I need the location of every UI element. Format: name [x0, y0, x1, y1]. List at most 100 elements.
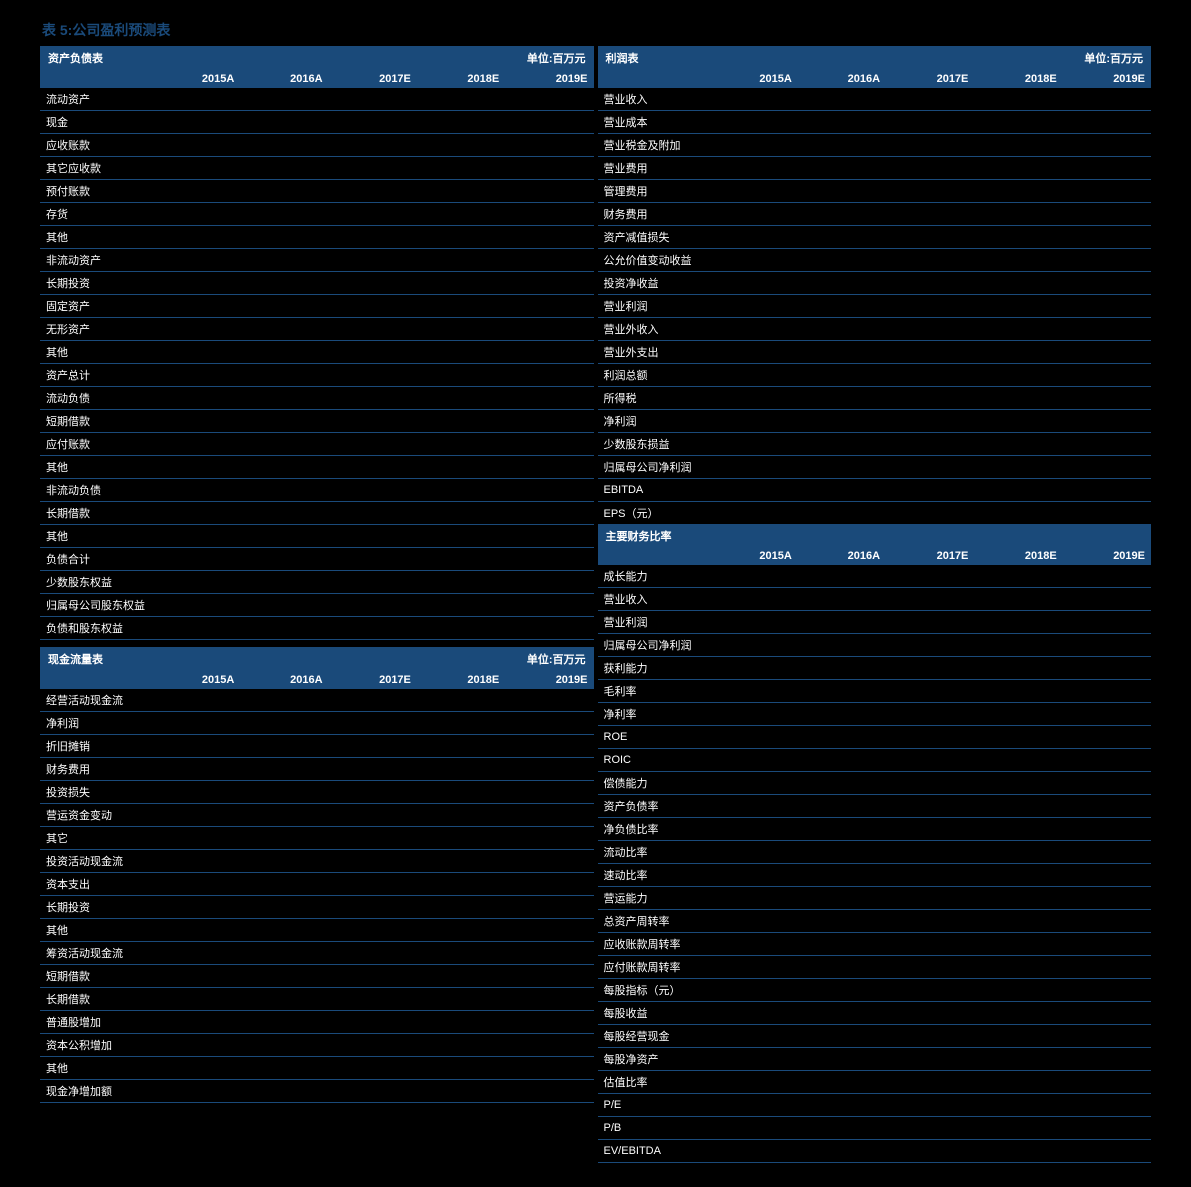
ratios-label: 营运能力	[604, 890, 704, 906]
balance-sheet-years: 2015A 2016A 2017E 2018E 2019E	[40, 70, 594, 88]
ratios-row: 速动比率	[598, 864, 1152, 887]
balance-sheet-label: 长期借款	[46, 505, 146, 521]
balance-sheet-row: 负债和股东权益	[40, 617, 594, 640]
balance-sheet-label: 负债合计	[46, 551, 146, 567]
income-statement-label: 净利润	[604, 413, 704, 429]
ratios-label: 每股指标（元）	[604, 982, 704, 998]
income-statement-row: 财务费用	[598, 203, 1152, 226]
ratios-label: 归属母公司净利润	[604, 637, 704, 653]
cash-flow-row: 投资损失	[40, 781, 594, 804]
income-statement-row: 营业外支出	[598, 341, 1152, 364]
ratios-label: 资产负债率	[604, 798, 704, 814]
ratios-label: 应收账款周转率	[604, 936, 704, 952]
balance-sheet-row: 负债合计	[40, 548, 594, 571]
cash-flow-label: 长期借款	[46, 991, 146, 1007]
balance-sheet-label: 其他	[46, 459, 146, 475]
balance-sheet-label: 现金	[46, 114, 146, 130]
ratios-row: 净负债比率	[598, 818, 1152, 841]
balance-sheet-row: 少数股东权益	[40, 571, 594, 594]
balance-sheet-row: 应付账款	[40, 433, 594, 456]
income-statement-label: 财务费用	[604, 206, 704, 222]
ratios-row: 净利率	[598, 703, 1152, 726]
balance-sheet-row: 短期借款	[40, 410, 594, 433]
ratios-label: 净负债比率	[604, 821, 704, 837]
cash-flow-label: 现金净增加额	[46, 1083, 146, 1099]
cash-flow-panel: 现金流量表 单位:百万元 2015A 2016A 2017E 2018E 201…	[40, 647, 594, 1167]
income-statement-label: 投资净收益	[604, 275, 704, 291]
cash-flow-row: 现金净增加额	[40, 1080, 594, 1103]
ratios-row: 偿债能力	[598, 772, 1152, 795]
ratios-row: 获利能力	[598, 657, 1152, 680]
cash-flow-row: 资本公积增加	[40, 1034, 594, 1057]
ratios-row: 流动比率	[598, 841, 1152, 864]
balance-sheet-label: 流动资产	[46, 91, 146, 107]
cash-flow-label: 投资损失	[46, 784, 146, 800]
ratios-label: 毛利率	[604, 683, 704, 699]
balance-sheet-label: 应收账款	[46, 137, 146, 153]
income-statement-row: 资产减值损失	[598, 226, 1152, 249]
balance-sheet-label: 预付账款	[46, 183, 146, 199]
income-statement-row: 营业利润	[598, 295, 1152, 318]
ratios-label: 流动比率	[604, 844, 704, 860]
ratios-row: ROIC	[598, 749, 1152, 772]
cash-flow-label: 净利润	[46, 715, 146, 731]
ratios-row: P/E	[598, 1094, 1152, 1117]
cash-flow-row: 其它	[40, 827, 594, 850]
ratios-years: 2015A 2016A 2017E 2018E 2019E	[598, 547, 1152, 565]
ratios-title: 主要财务比率	[606, 528, 672, 544]
balance-sheet-label: 少数股东权益	[46, 574, 146, 590]
ratios-label: ROE	[604, 731, 704, 743]
balance-sheet-row: 存货	[40, 203, 594, 226]
income-statement-row: 公允价值变动收益	[598, 249, 1152, 272]
cash-flow-label: 营运资金变动	[46, 807, 146, 823]
income-statement-label: 少数股东损益	[604, 436, 704, 452]
unit-label: 单位:百万元	[1084, 50, 1143, 66]
balance-sheet-row: 资产总计	[40, 364, 594, 387]
ratios-row: EV/EBITDA	[598, 1140, 1152, 1163]
income-statement-row: 投资净收益	[598, 272, 1152, 295]
ratios-label: 总资产周转率	[604, 913, 704, 929]
balance-sheet-row: 其它应收款	[40, 157, 594, 180]
income-statement-row: 管理费用	[598, 180, 1152, 203]
table-title: 表 5:公司盈利预测表	[40, 20, 1151, 40]
ratios-label: 获利能力	[604, 660, 704, 676]
income-statement-title: 利润表	[606, 50, 639, 66]
income-statement-row: 营业收入	[598, 88, 1152, 111]
income-statement-label: 营业利润	[604, 298, 704, 314]
balance-sheet-label: 非流动资产	[46, 252, 146, 268]
income-statement-row: 营业费用	[598, 157, 1152, 180]
income-statement-label: 归属母公司净利润	[604, 459, 704, 475]
income-statement-panel: 利润表 单位:百万元 2015A 2016A 2017E 2018E 2019E…	[598, 46, 1152, 1163]
income-statement-row: 所得税	[598, 387, 1152, 410]
ratios-label: P/E	[604, 1099, 704, 1111]
balance-sheet-label: 资产总计	[46, 367, 146, 383]
ratios-row: 毛利率	[598, 680, 1152, 703]
ratios-label: 应付账款周转率	[604, 959, 704, 975]
ratios-row: 应付账款周转率	[598, 956, 1152, 979]
cash-flow-label: 资本公积增加	[46, 1037, 146, 1053]
balance-sheet-label: 固定资产	[46, 298, 146, 314]
balance-sheet-row: 归属母公司股东权益	[40, 594, 594, 617]
ratios-row: P/B	[598, 1117, 1152, 1140]
balance-sheet-row: 无形资产	[40, 318, 594, 341]
income-statement-row: 利润总额	[598, 364, 1152, 387]
cash-flow-row: 投资活动现金流	[40, 850, 594, 873]
ratios-label: 每股净资产	[604, 1051, 704, 1067]
income-statement-label: 所得税	[604, 390, 704, 406]
ratios-row: 成长能力	[598, 565, 1152, 588]
balance-sheet-row: 非流动负债	[40, 479, 594, 502]
cash-flow-row: 经营活动现金流	[40, 689, 594, 712]
cash-flow-row: 折旧摊销	[40, 735, 594, 758]
ratios-row: ROE	[598, 726, 1152, 749]
cash-flow-label: 其他	[46, 922, 146, 938]
balance-sheet-row: 长期借款	[40, 502, 594, 525]
income-statement-label: 利润总额	[604, 367, 704, 383]
balance-sheet-label: 归属母公司股东权益	[46, 597, 146, 613]
balance-sheet-row: 流动负债	[40, 387, 594, 410]
cash-flow-label: 短期借款	[46, 968, 146, 984]
cash-flow-row: 财务费用	[40, 758, 594, 781]
unit-label: 单位:百万元	[527, 651, 586, 667]
ratios-label: 每股收益	[604, 1005, 704, 1021]
cash-flow-label: 长期投资	[46, 899, 146, 915]
cash-flow-label: 投资活动现金流	[46, 853, 146, 869]
